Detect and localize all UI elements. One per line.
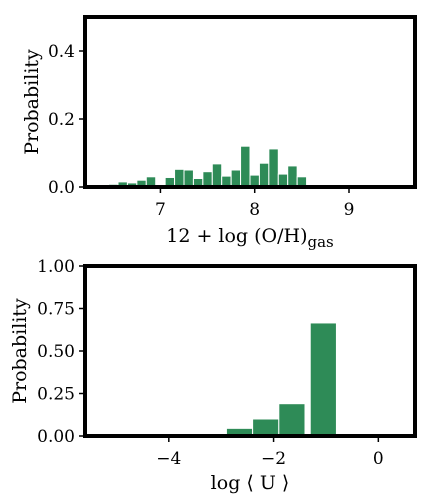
ionization-y-tick-label-0: 0.00 (37, 427, 75, 447)
metallicity-bar-18 (287, 165, 298, 188)
ionization-y-tick-label-4: 1.00 (37, 257, 75, 277)
metallicity-x-ticks: 7 8 9 (155, 187, 354, 220)
metallicity-y-axis-label: Probability (21, 49, 43, 155)
metallicity-bar-13 (240, 145, 251, 188)
metallicity-x-tick-label-2: 9 (344, 200, 355, 220)
metallicity-bar-9 (202, 171, 213, 188)
metallicity-plot-frame (83, 15, 417, 189)
ionization-y-axis-label: Probability (9, 298, 31, 404)
metallicity-x-axis-label-main: 12 + log (O/H) (166, 225, 307, 247)
metallicity-y-ticks: 0.0 0.2 0.4 (48, 42, 85, 198)
ionization-plot-frame (83, 264, 417, 438)
metallicity-histogram-panel: 0.0 0.2 0.4 7 8 9 Probability 12 + log (O/H)… (21, 15, 417, 251)
metallicity-bar-16 (268, 148, 279, 188)
metallicity-x-axis-label: 12 + log (O/H)gas (166, 225, 334, 251)
ionization-bar-1 (252, 418, 280, 437)
ionization-x-tick-label-0: −4 (156, 449, 181, 469)
ionization-x-tick-label-2: 0 (373, 449, 384, 469)
metallicity-y-tick-label-0: 0.0 (48, 178, 75, 198)
ionization-y-ticks: 0.00 0.25 0.50 0.75 1.00 (37, 257, 85, 447)
ionization-y-tick-label-2: 0.50 (37, 342, 75, 362)
ionization-x-axis-label: log ⟨ U ⟩ (211, 472, 290, 494)
metallicity-y-tick-label-1: 0.2 (48, 110, 75, 130)
ionization-y-tick-label-3: 0.75 (37, 300, 75, 320)
metallicity-bar-7 (183, 169, 194, 188)
ionization-x-ticks: −4 −2 0 (156, 436, 384, 469)
ionization-bar-3 (309, 322, 337, 437)
metallicity-y-tick-label-2: 0.4 (48, 42, 75, 62)
metallicity-bar-15 (258, 162, 270, 188)
metallicity-x-axis-label-subscript: gas (308, 233, 334, 251)
metallicity-x-tick-label-0: 7 (155, 200, 166, 220)
ionization-bars (225, 322, 337, 437)
ionization-x-tick-label-1: −2 (261, 449, 286, 469)
ionization-histogram-panel: 0.00 0.25 0.50 0.75 1.00 −4 −2 0 Probability l… (9, 257, 417, 494)
metallicity-x-tick-label-1: 8 (249, 200, 260, 220)
metallicity-bar-12 (230, 169, 242, 188)
metallicity-bar-10 (211, 163, 223, 188)
metallicity-bars (108, 145, 308, 188)
metallicity-bar-6 (174, 168, 185, 188)
ionization-y-tick-label-1: 0.25 (37, 385, 75, 405)
ionization-bar-2 (278, 403, 306, 437)
